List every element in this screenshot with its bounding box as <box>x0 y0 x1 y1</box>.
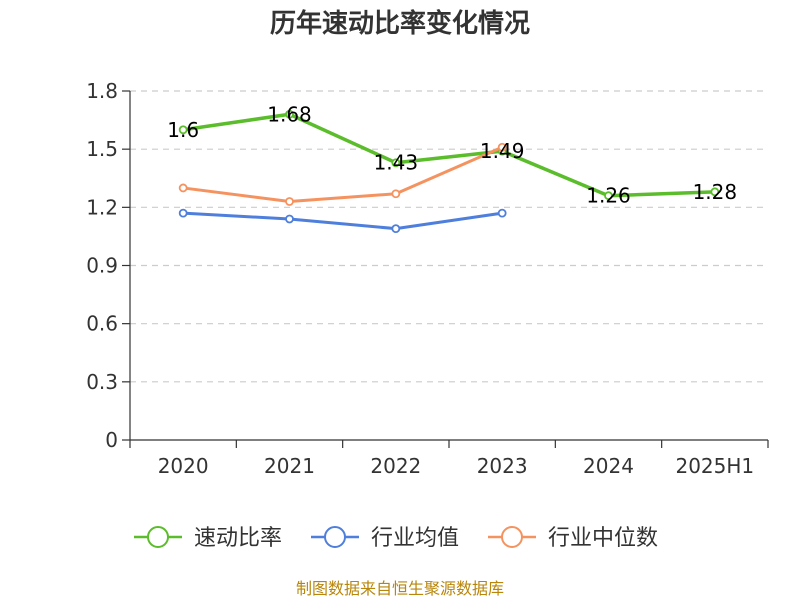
data-point-1 <box>710 187 720 197</box>
data-point-2 <box>178 208 188 218</box>
source-note: 制图数据来自恒生聚源数据库 <box>296 579 504 598</box>
data-point-1 <box>604 191 613 201</box>
legend-marker-1 <box>147 526 169 548</box>
x-tick-label: 2023 <box>477 454 528 478</box>
x-tick-label: 2021 <box>264 454 315 478</box>
legend-marker-2 <box>324 526 346 548</box>
data-point-3 <box>497 142 507 152</box>
y-tick-label: 1.5 <box>86 137 118 161</box>
data-label: 1.49 <box>480 139 525 163</box>
legend-label-1: 速动比率 <box>194 526 282 551</box>
series-line-1 <box>182 112 715 198</box>
legend: 速动比率 行业均值 行业中位数 <box>134 526 658 551</box>
data-point-2 <box>391 224 401 234</box>
axes: 0 0.3 0.6 0.9 1.2 1.5 1.8 2020 2021 2022 2023 2024 2… <box>86 79 769 478</box>
y-tick-label: 0.9 <box>86 254 118 278</box>
grid-lines <box>130 90 768 383</box>
data-label: 1.28 <box>693 180 738 204</box>
x-tick-label: 2024 <box>583 454 634 478</box>
legend-label-3: 行业中位数 <box>548 526 658 551</box>
data-labels: 1.6 1.68 1.43 1.49 1.26 1.28 <box>167 102 737 207</box>
data-point-3 <box>285 197 294 206</box>
series-line-3 <box>182 145 503 204</box>
series-line-2 <box>183 211 503 231</box>
data-point-1 <box>391 158 401 168</box>
data-point-1 <box>178 125 188 135</box>
x-tick-label: 2020 <box>158 454 209 478</box>
y-tick-label: 1.8 <box>86 79 118 103</box>
data-point-1 <box>285 109 294 119</box>
series-layer <box>178 109 720 234</box>
legend-label-2: 行业均值 <box>371 526 459 551</box>
x-tick-label: 2022 <box>370 454 421 478</box>
data-label: 1.68 <box>267 102 312 126</box>
chart-title: 历年速动比率变化情况 <box>270 8 530 39</box>
data-label: 1.26 <box>586 184 631 208</box>
data-point-3 <box>391 189 401 199</box>
legend-marker-3 <box>501 526 523 548</box>
data-label: 1.6 <box>167 118 199 142</box>
y-tick-label: 0.6 <box>86 312 118 336</box>
y-tick-label: 0 <box>105 428 118 452</box>
data-label: 1.43 <box>374 151 419 175</box>
data-point-2 <box>285 214 294 224</box>
y-tick-label: 1.2 <box>86 195 118 219</box>
x-tick-label: 2025H1 <box>675 454 754 478</box>
data-point-3 <box>178 183 188 193</box>
y-tick-label: 0.3 <box>86 370 118 394</box>
data-point-2 <box>497 208 507 218</box>
